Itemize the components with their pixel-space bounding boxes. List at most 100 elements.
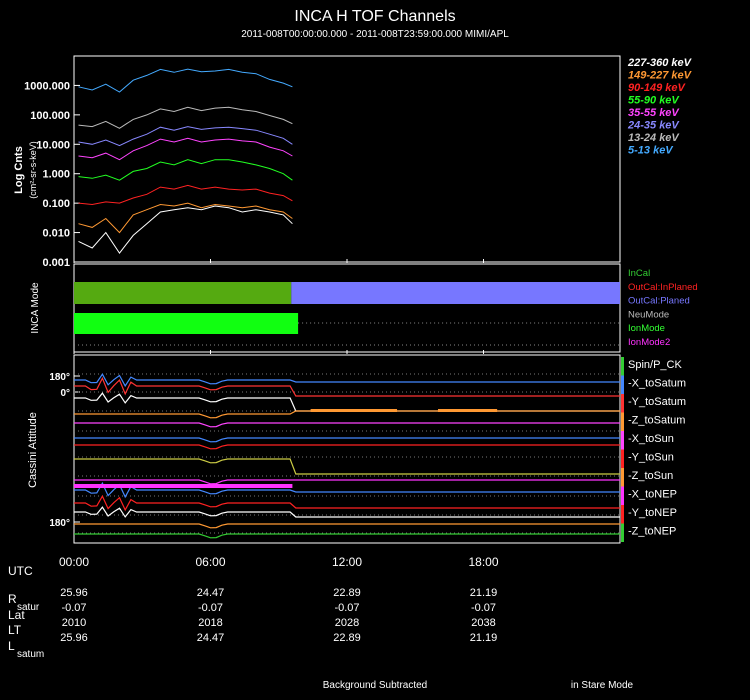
ephemeris-value: 22.89: [333, 632, 361, 644]
counts-legend-item: 13-24 keV: [628, 132, 680, 144]
attitude-series-line: [74, 376, 620, 397]
attitude-series-line: [74, 494, 620, 512]
ephemeris-value: 21.19: [470, 632, 498, 644]
attitude-edge-marker: [621, 505, 624, 524]
mode-legend-item: OutCal:Planed: [628, 296, 690, 307]
counts-legend-item: 149-227 keV: [628, 70, 693, 82]
ephemeris-value: 2018: [198, 617, 222, 629]
counts-ylabel: Log Cnts (cm²-sr-s-keV): [13, 141, 38, 199]
mode-panel-frame: [73, 263, 621, 353]
attitude-series-line: [74, 422, 620, 428]
attitude-edge-marker: [621, 394, 624, 413]
attitude-edge-marker: [621, 449, 624, 468]
counts-y-tick-label: 100.000: [30, 110, 70, 122]
footer-stare-mode: in Stare Mode: [571, 680, 634, 691]
time-tick-label: 00:00: [59, 555, 89, 569]
attitude-legend-item: -Y_toSatum: [628, 396, 686, 408]
attitude-series-line: [74, 523, 620, 529]
attitude-series-line: [74, 410, 620, 419]
ephemeris-value: 2038: [471, 617, 495, 629]
ephemeris-value: 2028: [335, 617, 359, 629]
counts-series-line: [78, 68, 293, 93]
counts-legend-item: 35-55 keV: [628, 107, 680, 119]
counts-y-tick-label: 1000.000: [24, 80, 70, 92]
chart-title: INCA H TOF Channels: [294, 8, 455, 25]
ephemeris-value: 2010: [62, 617, 86, 629]
attitude-legend-item: -X_toSatum: [628, 378, 686, 390]
ephemeris-row-sublabel: satum: [17, 649, 44, 660]
attitude-edge-marker: [621, 412, 624, 431]
attitude-y-tick-label: 180°: [49, 518, 70, 529]
attitude-series-line: [74, 437, 620, 443]
mode-legend-item: IonMode2: [628, 337, 670, 348]
attitude-series-line: [74, 458, 620, 475]
utc-label: UTC: [8, 564, 33, 578]
attitude-panel-frame: [73, 354, 621, 544]
ephemeris-row-label: L: [8, 639, 15, 653]
attitude-series: [74, 357, 624, 542]
attitude-y-tick-label: 0°: [60, 388, 70, 399]
attitude-legend-item: -Y_toSun: [628, 452, 674, 464]
attitude-y-ticks: 180° 0° 180°: [49, 372, 80, 529]
attitude-legend-item: -Z_toSatum: [628, 415, 685, 427]
time-tick-label: 12:00: [332, 555, 362, 569]
mode-bar: [74, 282, 292, 304]
counts-series-line: [78, 106, 293, 129]
attitude-legend: Spin/P_CK -X_toSatum -Y_toSatum -Z_toSatum -…: [628, 359, 686, 538]
attitude-edge-marker: [621, 357, 624, 376]
time-tick-label: 18:00: [468, 555, 498, 569]
ephemeris-value: 25.96: [60, 587, 88, 599]
mode-bar: [74, 313, 299, 334]
attitude-series-line: [74, 506, 620, 518]
counts-y-tick-label: 10.000: [36, 139, 70, 151]
counts-series: [78, 68, 293, 254]
mode-bar: [291, 282, 620, 304]
mode-legend-item: IonMode: [628, 323, 665, 334]
time-axis: 00:00 06:00 12:00 18:00: [59, 259, 499, 569]
attitude-series-line: [74, 373, 620, 388]
counts-y-tick-label: 1.000: [42, 169, 70, 181]
counts-panel-frame: [73, 55, 621, 263]
attitude-series-line: [74, 481, 620, 499]
footer-background-subtracted: Background Subtracted: [323, 680, 428, 691]
attitude-segment: [310, 409, 398, 412]
ephemeris-value: -0.07: [61, 602, 86, 614]
ephemeris-value: 24.47: [197, 587, 225, 599]
ephemeris-row-label: LT: [8, 623, 22, 637]
attitude-series-line: [74, 533, 620, 539]
counts-y-ticks: 1000.000 100.000 10.000 1.000 0.100 0.010 0.00…: [24, 80, 80, 269]
ephemeris-value: -0.07: [334, 602, 359, 614]
time-tick-label: 06:00: [195, 555, 225, 569]
ephemeris-value: 24.47: [197, 632, 225, 644]
mode-legend: InCal OutCal:InPlaned OutCal:Planed NeuMode…: [628, 268, 698, 348]
attitude-legend-item: -Z_toSun: [628, 470, 673, 482]
ephemeris-value: -0.07: [471, 602, 496, 614]
counts-series-line: [78, 137, 293, 161]
attitude-edge-marker: [621, 486, 624, 505]
mode-ylabel: INCA Mode: [30, 282, 41, 334]
counts-series-line: [78, 202, 293, 234]
counts-series-line: [78, 184, 293, 206]
attitude-legend-item: Spin/P_CK: [628, 359, 682, 371]
attitude-edge-marker: [621, 375, 624, 394]
chart-subtitle: 2011-008T00:00:00.000 - 2011-008T23:59:0…: [241, 29, 509, 40]
ephemeris-value: 21.19: [470, 587, 498, 599]
counts-legend-item: 24-35 keV: [627, 120, 680, 132]
mode-bars: [74, 282, 620, 346]
ephemeris-row-label: R: [8, 592, 17, 606]
attitude-series-line: [74, 444, 620, 450]
attitude-series-line: [74, 479, 620, 485]
attitude-ylabel: Cassini Attitude: [27, 412, 39, 488]
ephemeris-row-sublabel: satur: [17, 602, 40, 613]
attitude-legend-item: -X_toNEP: [628, 489, 677, 501]
counts-legend-item: 90-149 keV: [628, 82, 687, 94]
counts-legend-item: 227-360 keV: [627, 57, 693, 69]
mode-legend-item: InCal: [628, 268, 650, 279]
ephemeris-value: 25.96: [60, 632, 88, 644]
counts-series-line: [78, 126, 293, 147]
counts-legend-item: 55-90 keV: [628, 95, 680, 107]
counts-ylabel-units: (cm²-sr-s-keV): [28, 141, 38, 199]
